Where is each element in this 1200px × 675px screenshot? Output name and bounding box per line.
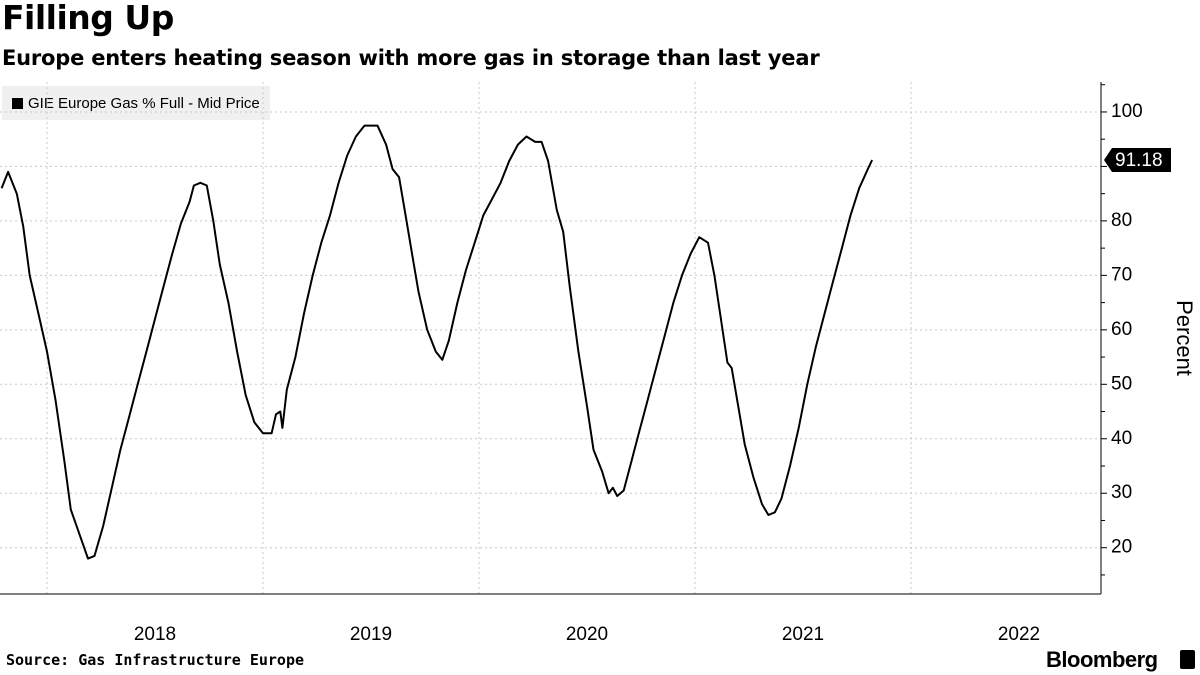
x-axis: 2018 2019 2020 2021 2022 bbox=[134, 624, 1040, 645]
y-tick-label-40: 40 bbox=[1111, 428, 1132, 449]
x-tick-label-2022: 2022 bbox=[998, 624, 1040, 645]
bloomberg-terminal-icon bbox=[1180, 650, 1195, 669]
y-tick-label-20: 20 bbox=[1111, 537, 1132, 558]
series-line-gie-europe-gas bbox=[0, 124, 874, 560]
legend-label: GIE Europe Gas % Full - Mid Price bbox=[28, 94, 260, 112]
x-tick-label-2018: 2018 bbox=[134, 624, 176, 645]
y-tick-label-60: 60 bbox=[1111, 319, 1132, 340]
last-value-label-text: 91.18 bbox=[1115, 150, 1163, 171]
y-tick-label-30: 30 bbox=[1111, 482, 1132, 503]
legend-swatch bbox=[12, 97, 23, 109]
source-note: Source: Gas Infrastructure Europe bbox=[6, 651, 305, 669]
y-tick-label-80: 80 bbox=[1111, 210, 1132, 231]
x-tick-label-2021: 2021 bbox=[782, 624, 824, 645]
y-axis-label: Percent bbox=[1172, 300, 1197, 376]
bloomberg-logo: Bloomberg bbox=[1046, 647, 1158, 672]
grid bbox=[0, 82, 1101, 594]
x-tick-label-2020: 2020 bbox=[566, 624, 608, 645]
chart-subtitle: Europe enters heating season with more g… bbox=[2, 46, 820, 70]
chart-title: Filling Up bbox=[2, 0, 174, 37]
x-tick-label-2019: 2019 bbox=[350, 624, 392, 645]
y-tick-label-50: 50 bbox=[1111, 373, 1132, 394]
last-value-label: 91.18 bbox=[1104, 147, 1171, 172]
y-tick-label-70: 70 bbox=[1111, 264, 1132, 285]
y-tick-label-100: 100 bbox=[1111, 101, 1143, 122]
last-value-label-bg bbox=[1104, 147, 1171, 172]
